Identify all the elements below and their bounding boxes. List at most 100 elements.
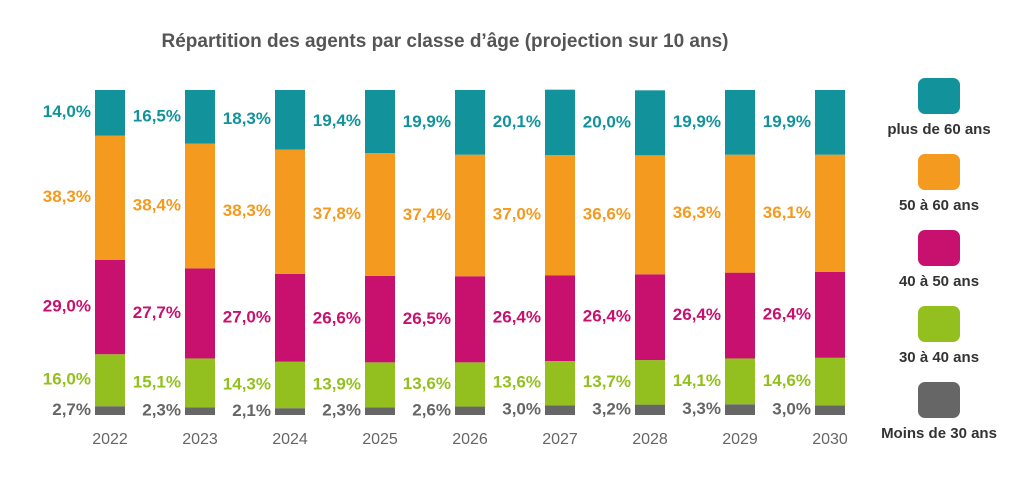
legend-label: 40 à 50 ans [899, 273, 979, 290]
data-label: 3,0% [772, 400, 811, 419]
bar-segment [275, 361, 305, 409]
bar-segment [95, 354, 125, 407]
data-label: 2,3% [322, 401, 361, 420]
bar-segment [545, 361, 575, 406]
data-label: 13,6% [493, 373, 541, 392]
data-label: 38,3% [43, 187, 91, 206]
data-label: 3,0% [502, 400, 541, 419]
bar-segment [275, 149, 305, 274]
x-tick-label: 2024 [272, 431, 308, 448]
bar-segment [815, 405, 845, 415]
bar-segment [455, 362, 485, 407]
data-label: 38,3% [223, 201, 271, 220]
bar-segment [815, 154, 845, 272]
x-tick-label: 2025 [362, 431, 398, 448]
data-label: 20,0% [583, 112, 631, 131]
data-label: 3,3% [682, 399, 721, 418]
bar-segment [365, 153, 395, 276]
bar-segment [635, 404, 665, 415]
data-label: 26,6% [313, 309, 361, 328]
bar-segment [815, 272, 845, 358]
bar-segment [725, 272, 755, 359]
data-label: 36,3% [673, 203, 721, 222]
x-tick-label: 2027 [542, 431, 578, 448]
bar-segment [635, 360, 665, 405]
legend-swatch [918, 78, 960, 114]
legend-label: 50 à 60 ans [899, 197, 979, 214]
legend-label: Moins de 30 ans [881, 425, 997, 442]
bar-segment [185, 407, 215, 415]
bar-segment [545, 275, 575, 362]
data-label: 2,3% [142, 401, 181, 420]
bar-segment [455, 154, 485, 277]
data-label: 19,9% [403, 112, 451, 131]
data-label: 26,5% [403, 309, 451, 328]
data-label: 38,4% [133, 196, 181, 215]
bar-segment [635, 90, 665, 156]
data-label: 14,6% [763, 371, 811, 390]
data-label: 29,0% [43, 297, 91, 316]
data-label: 26,4% [493, 308, 541, 327]
bar-segment [365, 407, 395, 415]
data-label: 26,4% [673, 305, 721, 324]
data-label: 2,1% [232, 401, 271, 420]
data-label: 14,3% [223, 374, 271, 393]
data-label: 26,4% [763, 304, 811, 323]
data-label: 14,1% [673, 371, 721, 390]
bar-segment [545, 89, 575, 155]
data-label: 19,9% [763, 112, 811, 131]
bar-segment [635, 274, 665, 361]
data-label: 19,4% [313, 111, 361, 130]
data-label: 37,4% [403, 205, 451, 224]
bar-segment [725, 404, 755, 415]
data-label: 26,4% [583, 307, 631, 326]
data-label: 3,2% [592, 399, 631, 418]
data-label: 27,7% [133, 303, 181, 322]
bar-segment [455, 276, 485, 363]
bar-segment [635, 155, 665, 275]
bar-segment [185, 268, 215, 359]
bar-segment [545, 405, 575, 415]
data-label: 18,3% [223, 109, 271, 128]
bar-segment [725, 90, 755, 155]
data-label: 20,1% [493, 112, 541, 131]
bar-segment [815, 90, 845, 155]
data-label: 16,5% [133, 106, 181, 125]
data-label: 16,0% [43, 370, 91, 389]
data-label: 36,1% [763, 203, 811, 222]
bar-segment [275, 273, 305, 362]
x-tick-label: 2026 [452, 431, 488, 448]
chart-title: Répartition des agents par classe d’âge … [161, 31, 728, 52]
data-label: 13,7% [583, 372, 631, 391]
data-label: 13,6% [403, 374, 451, 393]
data-label: 37,8% [313, 204, 361, 223]
bar-segment [275, 90, 305, 150]
data-label: 14,0% [43, 102, 91, 121]
bar-segment [365, 275, 395, 363]
bar-segment [365, 90, 395, 154]
bar-segment [455, 90, 485, 155]
bar-segment [365, 362, 395, 408]
x-tick-label: 2029 [722, 431, 758, 448]
data-label: 27,0% [223, 307, 271, 326]
bar-segment [185, 143, 215, 269]
bar-segment [95, 135, 125, 260]
data-label: 15,1% [133, 372, 181, 391]
legend-label: 30 à 40 ans [899, 349, 979, 366]
x-tick-label: 2023 [182, 431, 218, 448]
data-label: 36,6% [583, 204, 631, 223]
bar-segment [725, 154, 755, 273]
bar-segment [275, 408, 305, 415]
bar-segment [95, 259, 125, 355]
data-label: 2,6% [412, 400, 451, 419]
x-tick-label: 2028 [632, 431, 668, 448]
legend-label: plus de 60 ans [887, 121, 990, 138]
data-label: 2,7% [52, 400, 91, 419]
x-tick-label: 2022 [92, 431, 128, 448]
bar-segment [725, 358, 755, 405]
legend-swatch [918, 230, 960, 266]
data-label: 19,9% [673, 112, 721, 131]
bar-segment [95, 406, 125, 415]
legend-swatch [918, 306, 960, 342]
